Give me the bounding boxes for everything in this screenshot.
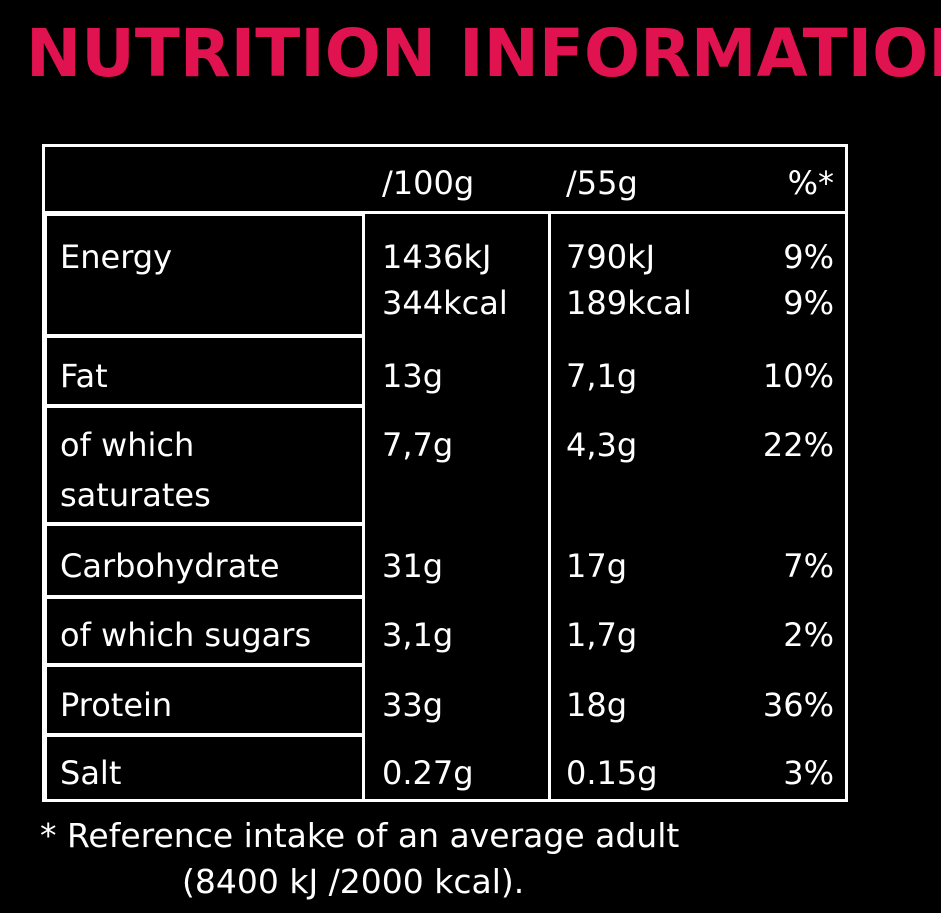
- protein-percent: 36%: [762, 686, 834, 724]
- footnote-energy-values: (8400 kJ /2000 kcal).: [182, 862, 525, 901]
- row-label-salt: Salt: [60, 754, 122, 792]
- header-per-55g: /55g: [566, 164, 638, 202]
- fat-per-100g: 13g: [382, 357, 444, 395]
- sugars-per-55g: 1,7g: [566, 616, 638, 654]
- energy-kcal-per-100g: 344kcal: [382, 284, 508, 322]
- energy-kj-percent: 9%: [783, 238, 834, 276]
- nutrition-table: [42, 144, 848, 802]
- fat-percent: 10%: [762, 357, 834, 395]
- row-label-protein: Protein: [60, 686, 173, 724]
- row-label-sugars: of which sugars: [60, 616, 312, 654]
- saturates-per-100g: 7,7g: [382, 426, 454, 464]
- row-label-of-which: of which: [60, 426, 195, 464]
- salt-per-100g: 0.27g: [382, 754, 474, 792]
- page-title: NUTRITION INFORMATION: [26, 15, 941, 92]
- row-label-carbohydrate: Carbohydrate: [60, 547, 280, 585]
- header-percent-ri: %*: [787, 164, 834, 202]
- row-label-energy: Energy: [60, 238, 173, 276]
- saturates-percent: 22%: [762, 426, 834, 464]
- row-label-fat: Fat: [60, 357, 108, 395]
- sugars-per-100g: 3,1g: [382, 616, 454, 654]
- energy-kj-per-100g: 1436kJ: [382, 238, 492, 276]
- energy-kcal-per-55g: 189kcal: [566, 284, 692, 322]
- saturates-per-55g: 4,3g: [566, 426, 638, 464]
- row-box-salt: [44, 734, 365, 802]
- salt-per-55g: 0.15g: [566, 754, 658, 792]
- protein-per-55g: 18g: [566, 686, 628, 724]
- column-divider-1: [548, 213, 551, 802]
- carbohydrate-per-55g: 17g: [566, 547, 628, 585]
- footnote-reference-intake: * Reference intake of an average adult: [40, 816, 680, 855]
- header-per-100g: /100g: [382, 164, 475, 202]
- protein-per-100g: 33g: [382, 686, 444, 724]
- energy-kj-per-55g: 790kJ: [566, 238, 656, 276]
- sugars-percent: 2%: [783, 616, 834, 654]
- salt-percent: 3%: [783, 754, 834, 792]
- header-divider: [42, 211, 848, 214]
- carbohydrate-per-100g: 31g: [382, 547, 444, 585]
- energy-kcal-percent: 9%: [783, 284, 834, 322]
- row-label-saturates: saturates: [60, 476, 211, 514]
- fat-per-55g: 7,1g: [566, 357, 638, 395]
- carbohydrate-percent: 7%: [783, 547, 834, 585]
